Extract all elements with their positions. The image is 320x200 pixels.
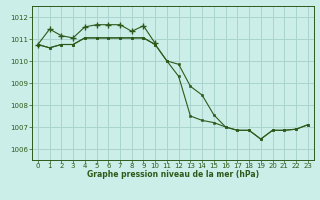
X-axis label: Graphe pression niveau de la mer (hPa): Graphe pression niveau de la mer (hPa)	[87, 170, 259, 179]
